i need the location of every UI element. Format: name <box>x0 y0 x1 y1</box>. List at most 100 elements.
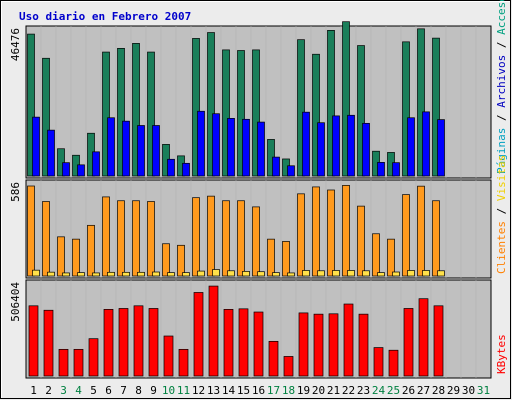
day-label-11: 11 <box>177 384 190 397</box>
day-label-10: 10 <box>162 384 175 397</box>
bar-archivos-day-24 <box>377 162 385 177</box>
bar-visitas-day-1 <box>32 269 40 277</box>
bar-kbytes-day-19 <box>298 312 309 377</box>
bar-visitas-day-6 <box>107 271 115 277</box>
bar-archivos-day-17 <box>272 156 280 177</box>
day-label-23: 23 <box>357 384 370 397</box>
bar-visitas-day-28 <box>437 270 445 277</box>
bar-clientes-day-7 <box>117 200 125 277</box>
bar-clientes-day-8 <box>132 200 140 277</box>
bar-kbytes-day-26 <box>403 308 414 377</box>
bar-clientes-day-11 <box>177 244 185 277</box>
bar-archivos-day-9 <box>152 125 160 177</box>
bar-visitas-day-17 <box>272 272 280 277</box>
bar-visitas-day-27 <box>422 270 430 277</box>
bar-archivos-day-3 <box>62 162 70 177</box>
bar-kbytes-day-27 <box>418 298 429 377</box>
bar-clientes-day-13 <box>207 195 215 277</box>
day-label-21: 21 <box>327 384 340 397</box>
bar-accesos-day-22 <box>342 21 350 177</box>
bar-clientes-day-26 <box>402 194 410 277</box>
panel-middle-legend: Clientes / Visitas <box>495 155 508 274</box>
bar-archivos-day-19 <box>302 111 310 177</box>
bar-visitas-day-11 <box>182 272 190 277</box>
legend-entry-visitas: Visitas <box>495 155 508 208</box>
bar-accesos-day-8 <box>132 43 140 177</box>
bar-visitas-day-26 <box>407 270 415 277</box>
bar-clientes-day-1 <box>27 185 35 277</box>
day-label-6: 6 <box>105 384 112 397</box>
bar-clientes-day-4 <box>72 238 80 277</box>
day-label-20: 20 <box>312 384 325 397</box>
bar-visitas-day-19 <box>302 270 310 277</box>
bar-clientes-day-15 <box>237 200 245 277</box>
bar-accesos-day-16 <box>252 49 260 177</box>
bar-accesos-day-6 <box>102 51 110 177</box>
bar-visitas-day-3 <box>62 272 70 277</box>
bar-visitas-day-13 <box>212 269 220 277</box>
day-label-18: 18 <box>282 384 295 397</box>
bar-archivos-day-26 <box>407 117 415 177</box>
bar-accesos-day-28 <box>432 37 440 177</box>
bar-visitas-day-5 <box>92 272 100 277</box>
bar-accesos-day-1 <box>27 33 35 177</box>
bar-kbytes-day-3 <box>58 348 69 377</box>
day-label-31: 31 <box>477 384 490 397</box>
day-label-30: 30 <box>462 384 475 397</box>
bar-archivos-day-2 <box>47 129 55 177</box>
legend-entry-accesos: Accesos <box>495 0 508 42</box>
bar-archivos-day-22 <box>347 114 355 177</box>
bar-clientes-day-6 <box>102 196 110 277</box>
bar-visitas-day-15 <box>242 271 250 277</box>
legend-entry-separator: / <box>495 114 508 127</box>
day-label-16: 16 <box>252 384 265 397</box>
bar-archivos-day-4 <box>77 164 85 177</box>
bar-kbytes-day-16 <box>253 311 264 377</box>
day-label-22: 22 <box>342 384 355 397</box>
bar-archivos-day-7 <box>122 120 130 177</box>
bar-clientes-day-18 <box>282 241 290 277</box>
bar-kbytes-day-11 <box>178 348 189 377</box>
bar-clientes-day-14 <box>222 200 230 277</box>
bar-kbytes-day-8 <box>133 305 144 377</box>
bar-archivos-day-1 <box>32 116 40 177</box>
bar-kbytes-day-12 <box>193 292 204 377</box>
bar-archivos-day-10 <box>167 158 175 177</box>
panel-bottom: 506404 KBytes <box>9 279 508 379</box>
bar-visitas-day-22 <box>347 270 355 277</box>
legend-entry-separator: / <box>495 208 508 221</box>
bar-archivos-day-27 <box>422 111 430 177</box>
day-label-15: 15 <box>237 384 250 397</box>
chart-title: Uso diario en Febrero 2007 <box>19 10 191 23</box>
day-label-14: 14 <box>222 384 236 397</box>
bar-accesos-day-12 <box>192 38 200 177</box>
bar-visitas-day-10 <box>167 272 175 277</box>
bar-accesos-day-13 <box>207 32 215 177</box>
day-label-4: 4 <box>75 384 82 397</box>
day-label-2: 2 <box>45 384 52 397</box>
bar-clientes-day-5 <box>87 224 95 277</box>
day-label-8: 8 <box>135 384 142 397</box>
day-label-29: 29 <box>447 384 460 397</box>
chart-panels: 46476 Páginas / Archivos / Accesos 586 Clie… <box>9 0 508 379</box>
bar-archivos-day-12 <box>197 110 205 177</box>
bar-clientes-day-22 <box>342 185 350 277</box>
bar-clientes-day-25 <box>387 238 395 277</box>
bar-kbytes-day-28 <box>433 305 444 377</box>
bar-kbytes-day-21 <box>328 313 339 377</box>
day-label-1: 1 <box>30 384 37 397</box>
bar-archivos-day-28 <box>437 119 445 177</box>
bar-accesos-day-2 <box>42 57 50 177</box>
bar-archivos-day-6 <box>107 117 115 177</box>
bar-kbytes-day-10 <box>163 335 174 377</box>
bar-archivos-day-8 <box>137 125 145 177</box>
bar-kbytes-day-2 <box>43 309 54 377</box>
day-label-5: 5 <box>90 384 97 397</box>
bar-accesos-day-19 <box>297 39 305 177</box>
bar-clientes-day-10 <box>162 243 170 277</box>
bar-clientes-day-19 <box>297 193 305 277</box>
bar-archivos-day-25 <box>392 162 400 177</box>
day-label-3: 3 <box>60 384 67 397</box>
bar-accesos-day-27 <box>417 28 425 177</box>
